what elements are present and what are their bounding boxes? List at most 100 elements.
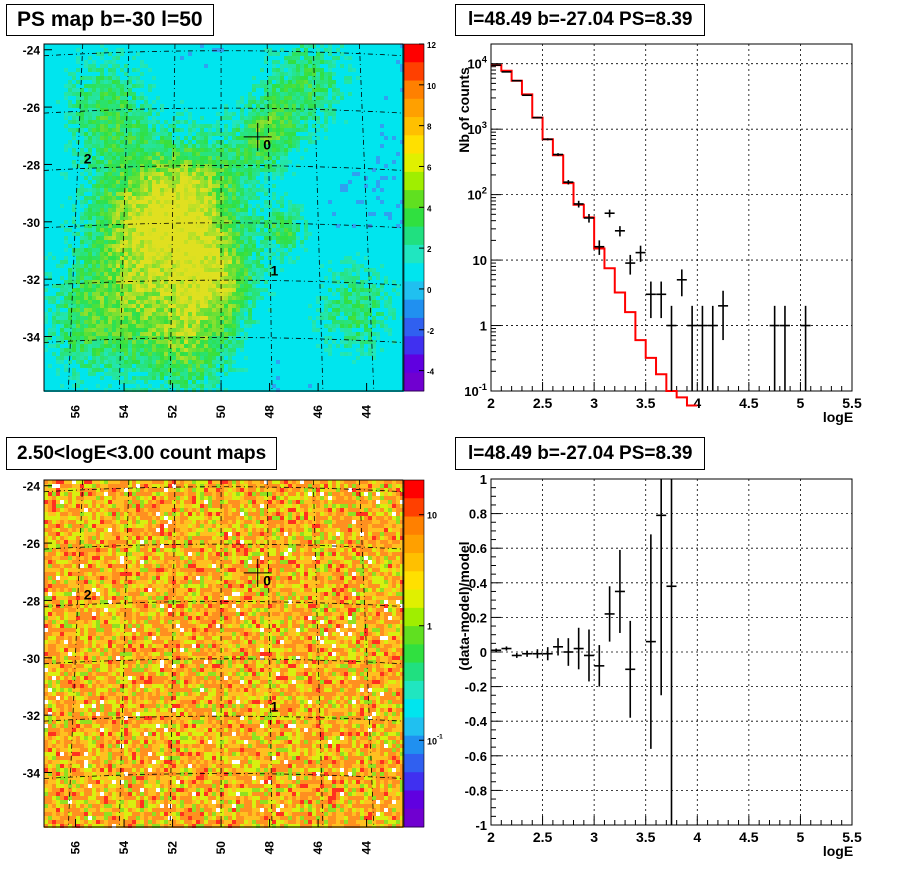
heatmap-cell <box>172 88 176 92</box>
heatmap-cell <box>296 136 300 140</box>
heatmap-cell <box>248 216 252 220</box>
heatmap-cell <box>44 88 48 92</box>
heatmap-cell <box>264 132 268 136</box>
heatmap-cell <box>164 64 168 68</box>
heatmap-cell <box>100 132 104 136</box>
heatmap-cell <box>60 224 64 228</box>
heatmap-cell <box>324 160 328 164</box>
heatmap-cell <box>296 152 300 156</box>
heatmap-cell <box>208 84 212 88</box>
heatmap-cell <box>164 252 168 256</box>
heatmap-cell <box>136 160 140 164</box>
heatmap-cell <box>92 116 96 120</box>
heatmap-cell <box>356 192 360 196</box>
heatmap-cell <box>196 136 200 140</box>
heatmap-cell <box>324 244 328 248</box>
heatmap-cell <box>44 200 48 204</box>
heatmap-cell <box>112 156 116 160</box>
heatmap-cell <box>380 168 384 172</box>
heatmap-cell <box>52 76 56 80</box>
heatmap-cell <box>48 260 52 264</box>
heatmap-cell <box>284 132 288 136</box>
heatmap-cell <box>212 264 216 268</box>
heatmap-cell <box>260 220 264 224</box>
heatmap-cell <box>244 92 248 96</box>
heatmap-cell <box>164 216 168 220</box>
heatmap-cell <box>232 132 236 136</box>
heatmap-cell <box>56 152 60 156</box>
heatmap-cell <box>180 204 184 208</box>
heatmap-cell <box>80 260 84 264</box>
heatmap-cell <box>264 104 268 108</box>
heatmap-cell <box>328 112 332 116</box>
heatmap-cell <box>304 208 308 212</box>
heatmap-cell <box>288 256 292 260</box>
heatmap-cell <box>176 184 180 188</box>
heatmap-cell <box>52 244 56 248</box>
heatmap-cell <box>152 144 156 148</box>
heatmap-cell <box>392 216 396 220</box>
heatmap-cell <box>308 136 312 140</box>
heatmap-cell <box>292 88 296 92</box>
heatmap-cell <box>144 156 148 160</box>
heatmap-cell <box>316 144 320 148</box>
heatmap-cell <box>120 56 124 60</box>
heatmap-cell <box>344 260 348 264</box>
heatmap-cell <box>52 104 56 108</box>
heatmap-cell <box>364 148 368 152</box>
heatmap-cell <box>60 208 64 212</box>
heatmap-cell <box>184 112 188 116</box>
heatmap-cell <box>208 252 212 256</box>
heatmap-cell <box>284 248 288 252</box>
heatmap-cell <box>56 260 60 264</box>
heatmap-cell <box>384 128 388 132</box>
heatmap-cell <box>180 84 184 88</box>
heatmap-cell <box>72 228 76 232</box>
heatmap-cell <box>296 236 300 240</box>
heatmap-cell <box>316 184 320 188</box>
heatmap-cell <box>344 160 348 164</box>
heatmap-cell <box>48 180 52 184</box>
heatmap-cell <box>152 248 156 252</box>
heatmap-cell <box>76 112 80 116</box>
heatmap-cell <box>344 108 348 112</box>
heatmap-cell <box>196 92 200 96</box>
heatmap-cell <box>172 228 176 232</box>
heatmap-cell <box>144 224 148 228</box>
heatmap-cell <box>308 236 312 240</box>
heatmap-cell <box>236 192 240 196</box>
heatmap-cell <box>212 84 216 88</box>
heatmap-cell <box>332 176 336 180</box>
heatmap-cell <box>116 264 120 268</box>
heatmap-cell <box>88 52 92 56</box>
heatmap-cell <box>152 80 156 84</box>
heatmap-cell <box>44 120 48 124</box>
heatmap-cell <box>340 72 344 76</box>
heatmap-cell <box>328 232 332 236</box>
heatmap-cell <box>296 116 300 120</box>
heatmap-cell <box>148 160 152 164</box>
heatmap-cell <box>292 80 296 84</box>
heatmap-cell <box>356 64 360 68</box>
heatmap-cell <box>68 244 72 248</box>
heatmap-cell <box>236 68 240 72</box>
heatmap-cell <box>224 228 228 232</box>
heatmap-cell <box>216 72 220 76</box>
heatmap-cell <box>140 136 144 140</box>
heatmap-cell <box>60 48 64 52</box>
heatmap-cell <box>336 244 340 248</box>
heatmap-cell <box>88 252 92 256</box>
heatmap-cell <box>160 168 164 172</box>
heatmap-cell <box>252 236 256 240</box>
heatmap-cell <box>276 256 280 260</box>
heatmap-cell <box>104 116 108 120</box>
heatmap-cell <box>368 84 372 88</box>
heatmap-cell <box>180 236 184 240</box>
heatmap-cell <box>360 96 364 100</box>
heatmap-cell <box>376 192 380 196</box>
heatmap-cell <box>136 212 140 216</box>
heatmap-cell <box>324 124 328 128</box>
heatmap-cell <box>240 68 244 72</box>
heatmap-cell <box>396 224 400 228</box>
heatmap-cell <box>200 204 204 208</box>
